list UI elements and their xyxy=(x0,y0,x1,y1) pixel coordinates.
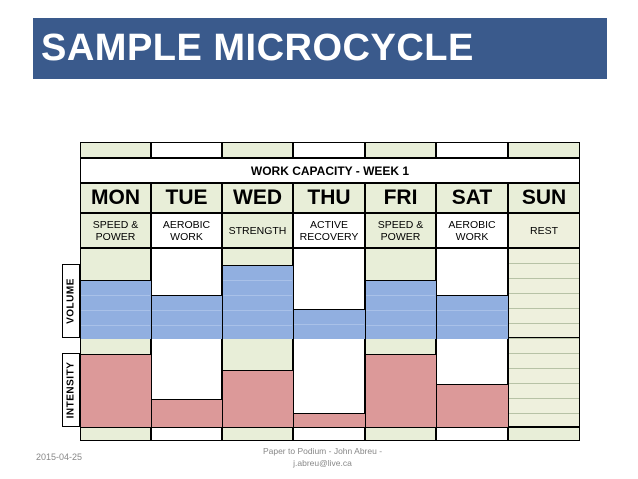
rest-gridline xyxy=(509,368,579,369)
intensity-bar-fri xyxy=(366,354,436,428)
volume-row-label: VOLUME xyxy=(62,264,80,338)
bottom-strip-cell xyxy=(80,427,151,441)
top-strip-cell xyxy=(151,142,222,158)
workout-type-fri: SPEED & POWER xyxy=(365,213,436,248)
workout-type-sun: REST xyxy=(508,213,580,248)
volume-bar-gridline xyxy=(81,310,150,311)
volume-bar-mon xyxy=(81,280,151,339)
rest-gridline xyxy=(509,383,579,384)
intensity-row-label: INTENSITY xyxy=(62,353,80,427)
rest-gridline xyxy=(509,293,579,294)
intensity-bar-mon xyxy=(81,354,151,428)
intensity-label-text: INTENSITY xyxy=(65,361,77,419)
footer-credit: Paper to Podium - John Abreu - j.abreu@l… xyxy=(250,445,395,469)
volume-bar-gridline xyxy=(366,325,435,326)
workout-type-sat: AEROBIC WORK xyxy=(436,213,508,248)
day-label-wed: WED xyxy=(222,183,293,213)
volume-bar-tue xyxy=(152,295,222,339)
intensity-bar-thu xyxy=(294,413,365,428)
bottom-strip-cell xyxy=(151,427,222,441)
bottom-strip-cell xyxy=(222,427,293,441)
volume-bar-gridline xyxy=(366,310,435,311)
intensity-bar-tue xyxy=(152,399,222,428)
volume-bar-gridline xyxy=(437,310,507,311)
day-label-tue: TUE xyxy=(151,183,222,213)
intensity-bar-wed xyxy=(223,370,293,428)
volume-bar-gridline xyxy=(294,324,364,325)
volume-bar-gridline xyxy=(437,325,507,326)
volume-bar-gridline xyxy=(366,295,435,296)
footer-credit-line1: Paper to Podium - John Abreu - xyxy=(262,446,383,456)
volume-bar-gridline xyxy=(223,310,292,311)
bottom-strip-cell xyxy=(436,427,508,441)
rest-gridline xyxy=(509,323,579,324)
workout-type-thu: ACTIVE RECOVERY xyxy=(293,213,365,248)
workout-type-mon: SPEED & POWER xyxy=(80,213,151,248)
top-strip-cell xyxy=(365,142,436,158)
top-strip-cell xyxy=(80,142,151,158)
volume-bar-gridline xyxy=(81,295,150,296)
day-label-fri: FRI xyxy=(365,183,436,213)
volume-bar-wed xyxy=(223,265,293,339)
top-strip-cell xyxy=(436,142,508,158)
work-capacity-title: WORK CAPACITY - WEEK 1 xyxy=(80,158,580,183)
top-strip-cell xyxy=(508,142,580,158)
rest-gridline xyxy=(509,413,579,414)
rest-gridline xyxy=(509,263,579,264)
rest-gridline xyxy=(509,338,579,339)
volume-bar-gridline xyxy=(223,325,292,326)
day-label-sun: SUN xyxy=(508,183,580,213)
volume-bar-sat xyxy=(437,295,508,339)
volume-bar-gridline xyxy=(223,295,292,296)
intensity-cell-thu xyxy=(293,338,365,427)
volume-label-text: VOLUME xyxy=(65,278,77,324)
volume-bar-fri xyxy=(366,280,436,339)
footer-credit-line2: j.abreu@live.ca xyxy=(293,458,352,468)
workout-type-tue: AEROBIC WORK xyxy=(151,213,222,248)
rest-gridline xyxy=(509,308,579,309)
top-strip-cell xyxy=(222,142,293,158)
volume-bar-gridline xyxy=(152,325,221,326)
day-label-mon: MON xyxy=(80,183,151,213)
top-strip-cell xyxy=(293,142,365,158)
intensity-cell-sun xyxy=(508,338,580,427)
bottom-strip-cell xyxy=(365,427,436,441)
bottom-strip-cell xyxy=(508,427,580,441)
volume-bar-gridline xyxy=(81,325,150,326)
rest-gridline xyxy=(509,278,579,279)
microcycle-table: WORK CAPACITY - WEEK 1 MON SPEED & POWER T… xyxy=(80,142,580,441)
volume-bar-gridline xyxy=(223,280,292,281)
rest-gridline xyxy=(509,398,579,399)
day-label-thu: THU xyxy=(293,183,365,213)
footer-date: 2015-04-25 xyxy=(36,452,83,462)
volume-bar-gridline xyxy=(152,310,221,311)
slide-title: SAMPLE MICROCYCLE xyxy=(41,27,474,69)
day-label-sat: SAT xyxy=(436,183,508,213)
rest-gridline xyxy=(509,353,579,354)
workout-type-wed: STRENGTH xyxy=(222,213,293,248)
intensity-bar-sat xyxy=(437,384,508,428)
title-banner: SAMPLE MICROCYCLE xyxy=(33,18,607,79)
bottom-strip-cell xyxy=(293,427,365,441)
